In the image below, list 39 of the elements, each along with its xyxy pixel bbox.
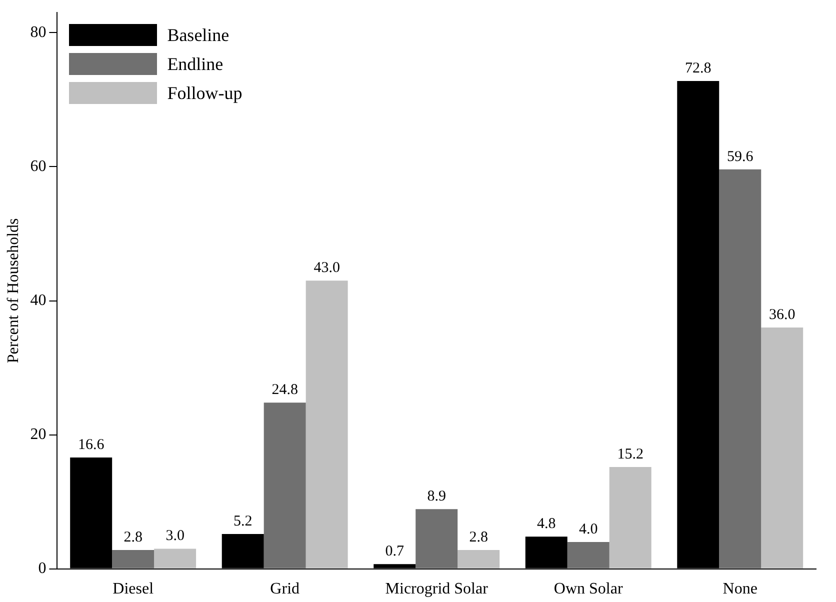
x-tick-label: None: [722, 580, 758, 598]
data-label: 24.8: [272, 382, 298, 398]
legend-label: Endline: [167, 54, 224, 75]
data-label: 2.8: [124, 529, 142, 546]
y-tick-label: 20: [30, 426, 46, 443]
data-label: 3.0: [166, 528, 184, 544]
data-label: 0.7: [385, 544, 404, 560]
x-tick-label: Diesel: [112, 580, 154, 598]
bar: [112, 550, 154, 568]
bar: [761, 328, 804, 568]
bar: [264, 402, 306, 568]
bar: [154, 548, 196, 568]
bar: [306, 280, 348, 568]
y-tick-label: 60: [30, 158, 46, 175]
y-tick-label: 40: [30, 292, 46, 309]
bar: [609, 466, 652, 568]
y-axis-title: Percent of Households: [4, 218, 22, 364]
data-label: 72.8: [685, 60, 712, 76]
y-tick-label: 0: [38, 560, 46, 578]
x-tick-label: Grid: [270, 580, 300, 598]
x-tick-label: Own Solar: [554, 580, 624, 598]
y-tick-label: 80: [30, 24, 46, 41]
data-label: 4.8: [537, 516, 556, 532]
data-label: 16.6: [78, 436, 105, 453]
bar: [567, 542, 610, 568]
data-label: 59.6: [726, 148, 754, 165]
bar: [458, 550, 500, 568]
x-tick-label: Microgrid Solar: [385, 580, 489, 598]
data-label: 36.0: [768, 306, 796, 323]
bar: [719, 169, 762, 568]
data-label: 15.2: [617, 446, 644, 462]
data-label: 2.8: [469, 529, 488, 546]
data-label: 4.0: [578, 521, 598, 538]
legend-label: Baseline: [167, 24, 230, 46]
data-label: 5.2: [233, 513, 252, 530]
bar: [416, 509, 458, 568]
data-label: 43.0: [314, 260, 340, 276]
legend-label: Follow-up: [167, 82, 242, 104]
data-label: 8.9: [427, 488, 446, 505]
